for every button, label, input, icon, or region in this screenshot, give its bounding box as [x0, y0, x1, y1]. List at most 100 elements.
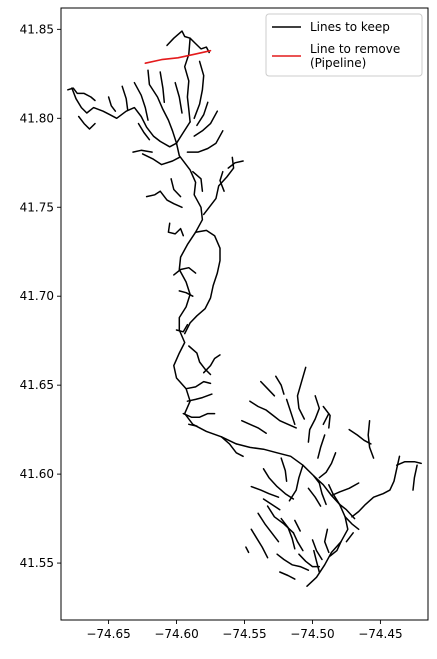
keep-line-26 [167, 222, 185, 237]
keep-line-25 [192, 170, 204, 192]
keep-line-23 [145, 190, 183, 209]
keep-line-8 [107, 96, 117, 112]
keep-line-15 [196, 101, 209, 127]
keep-line-6 [67, 87, 96, 102]
keep-line-60 [298, 553, 321, 568]
keep-line-12 [159, 71, 166, 104]
keep-line-53 [262, 498, 281, 511]
keep-line-16 [193, 110, 219, 137]
keep-line-43 [296, 366, 307, 420]
keep-line-4 [166, 30, 210, 54]
legend-box [265, 13, 423, 77]
keep-line-68 [344, 516, 360, 531]
keep-line-78 [294, 519, 301, 532]
keep-line-67 [338, 503, 356, 520]
legend-label-remove: Line to remove (Pipeline) [310, 42, 404, 70]
keep-line-54 [250, 528, 269, 559]
keep-line-22 [132, 149, 153, 153]
keep-line-31 [188, 345, 212, 376]
keep-line-9 [121, 85, 129, 111]
keep-line-14 [193, 60, 205, 120]
keep-line-33 [185, 380, 212, 390]
keep-line-57 [280, 517, 296, 550]
keep-line-79 [245, 546, 250, 554]
keep-line-39 [249, 400, 297, 429]
legend-label-keep: Lines to keep [310, 20, 390, 34]
keep-line-47 [318, 452, 337, 479]
keep-line-28 [173, 266, 197, 276]
keep-line-20 [219, 170, 225, 192]
legend-label-remove-line2: (Pipeline) [310, 56, 366, 70]
keep-line-29 [178, 290, 194, 297]
keep-line-55 [257, 512, 280, 543]
keep-line-61 [311, 539, 323, 561]
x-tick-label-3: −74.50 [290, 627, 334, 641]
keep-line-75 [412, 464, 418, 491]
keep-line-10 [133, 81, 149, 121]
y-tick-label-2: 41.65 [20, 378, 54, 392]
keep-line-37 [220, 436, 244, 458]
keep-line-24 [170, 178, 182, 198]
keep-line-34 [186, 393, 213, 402]
keep-line-2 [183, 37, 191, 123]
keep-line-50 [280, 457, 288, 482]
y-tick-label-6: 41.85 [20, 22, 54, 36]
keep-line-32 [202, 354, 221, 374]
keep-line-52 [250, 485, 280, 498]
river-network [67, 30, 422, 587]
y-tick-label-5: 41.80 [20, 111, 54, 125]
keep-line-41 [275, 375, 285, 395]
x-tick-label-4: −74.45 [358, 627, 402, 641]
keep-line-19 [227, 160, 244, 169]
y-tick-label-0: 41.55 [20, 556, 54, 570]
keep-line-40 [260, 380, 276, 397]
legend: Lines to keep Line to remove (Pipeline) [265, 13, 423, 77]
keep-line-62 [323, 528, 330, 554]
keep-line-48 [317, 434, 326, 459]
keep-line-35 [182, 412, 216, 418]
keep-line-77 [292, 532, 304, 552]
keep-line-18 [202, 156, 235, 216]
keep-line-17 [186, 130, 224, 153]
keep-line-63 [329, 540, 342, 557]
y-tick-label-4: 41.75 [20, 200, 54, 214]
keep-line-59 [279, 571, 296, 580]
keep-line-46 [322, 412, 330, 426]
x-tick-label-0: −74.65 [86, 627, 130, 641]
keep-line-70 [367, 419, 375, 459]
keep-line-72 [330, 482, 360, 497]
keep-line-49 [288, 464, 304, 502]
keep-line-11 [137, 122, 151, 141]
keep-line-64 [345, 532, 354, 543]
keep-line-73 [351, 455, 401, 518]
keep-line-74 [395, 460, 422, 466]
keep-line-65 [313, 475, 327, 506]
x-tick-label-2: −74.55 [222, 627, 266, 641]
y-tick-label-3: 41.70 [20, 289, 54, 303]
pipeline-line-0 [144, 49, 212, 65]
keep-line-13 [174, 81, 183, 114]
keep-line-44 [307, 395, 321, 443]
keep-line-42 [285, 398, 296, 426]
keep-line-69 [348, 428, 372, 445]
keep-line-27 [183, 229, 221, 335]
keep-line-38 [241, 419, 267, 434]
x-tick-label-1: −74.60 [154, 627, 198, 641]
keep-line-1 [147, 69, 178, 144]
keep-line-45 [322, 405, 331, 429]
keep-line-7 [77, 115, 96, 130]
keep-line-71 [328, 484, 341, 506]
keep-line-5 [71, 87, 178, 148]
y-tick-label-1: 41.60 [20, 467, 54, 481]
keep-line-58 [276, 553, 310, 571]
keep-line-66 [307, 487, 322, 507]
legend-label-remove-line1: Line to remove [310, 42, 400, 56]
keep-line-51 [262, 468, 295, 500]
keep-line-76 [313, 549, 321, 573]
axes: −74.65 −74.60 −74.55 −74.50 −74.45 41.55 41.60… [20, 22, 403, 641]
plot-background [61, 8, 428, 620]
keep-line-36 [188, 423, 198, 427]
keep-line-30 [175, 323, 189, 333]
keep-line-21 [141, 153, 181, 166]
